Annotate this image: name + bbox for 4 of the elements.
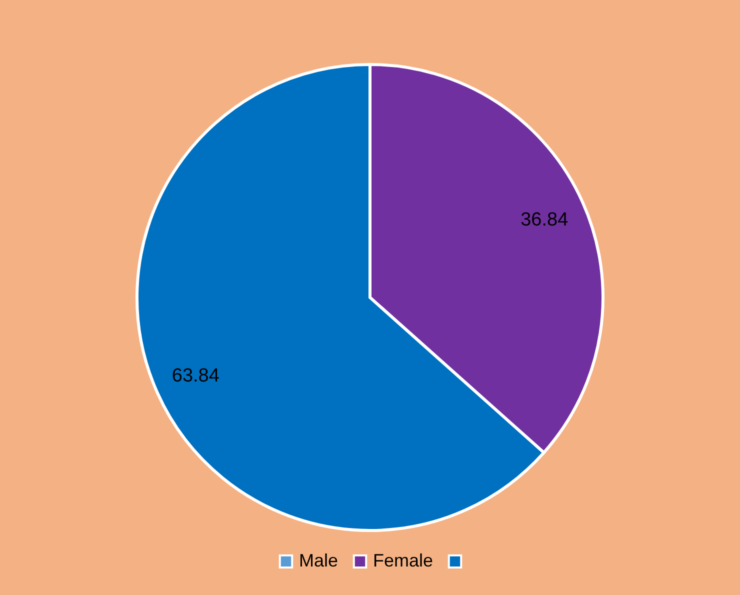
legend-label: Female (373, 550, 434, 570)
data-label: 36.84 (520, 209, 569, 230)
legend-label: Male (299, 550, 338, 570)
data-label: 63.84 (172, 366, 220, 387)
